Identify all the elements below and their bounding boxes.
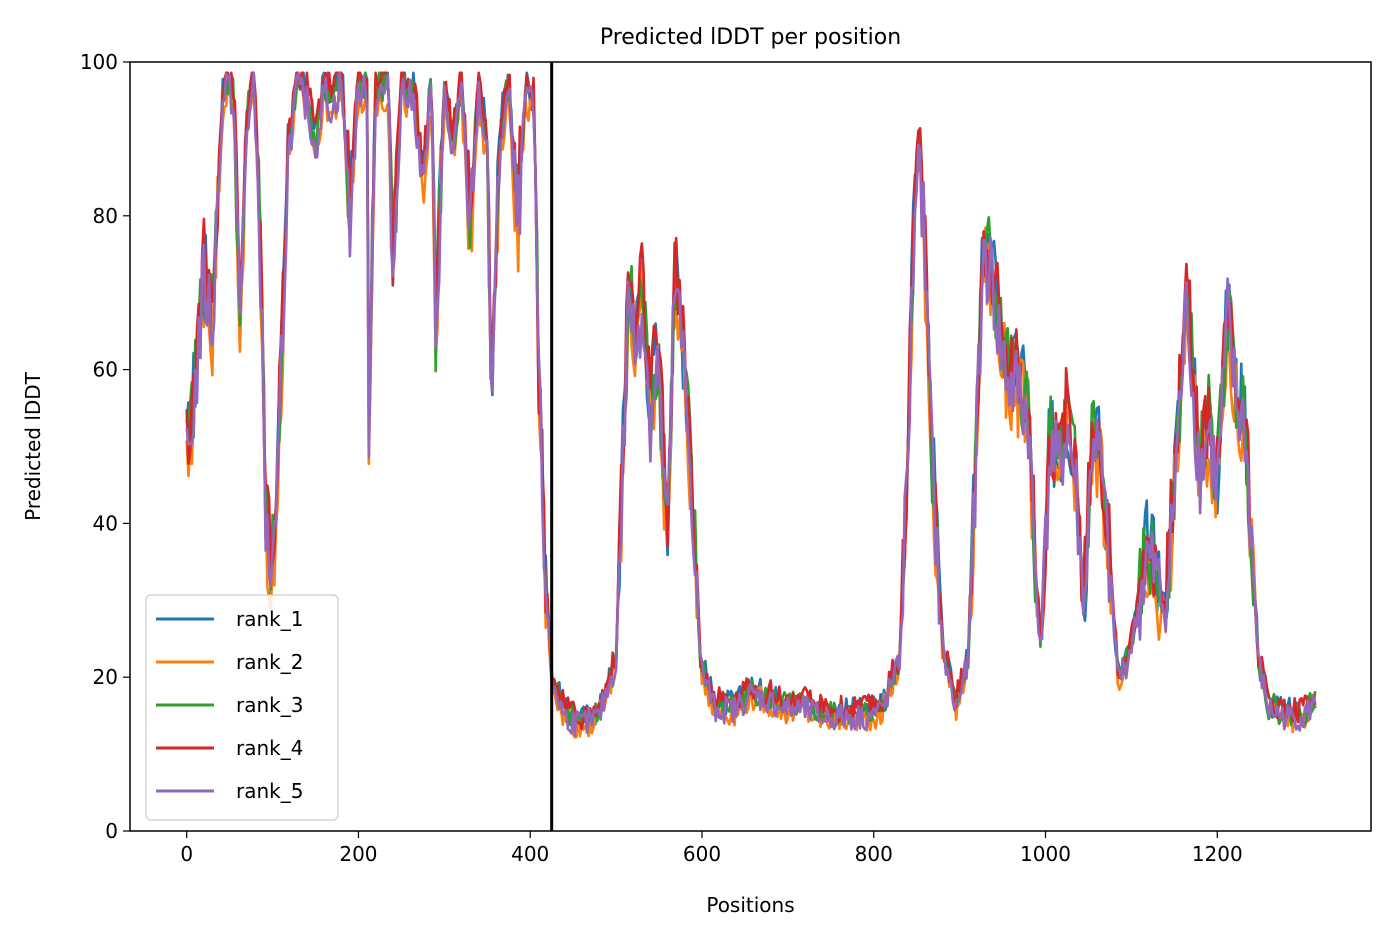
legend-label-rank_5: rank_5 bbox=[236, 779, 303, 803]
legend: rank_1 rank_2 rank_3 rank_4 rank_5 bbox=[145, 594, 339, 821]
legend-label-rank_4: rank_4 bbox=[236, 736, 303, 760]
plot-frame bbox=[129, 61, 1372, 832]
x-tick-label: 600 bbox=[683, 842, 721, 866]
x-tick-label: 0 bbox=[180, 842, 193, 866]
y-tick-label: 40 bbox=[93, 511, 118, 535]
y-tick-label: 80 bbox=[93, 204, 118, 228]
y-axis-ticks: 0 20 40 60 80 100 bbox=[80, 50, 130, 843]
legend-box bbox=[145, 594, 339, 821]
series-line-rank_2 bbox=[185, 71, 1317, 739]
legend-label-rank_2: rank_2 bbox=[236, 650, 303, 674]
chart-title: Predicted lDDT per position bbox=[600, 25, 901, 50]
y-tick-label: 0 bbox=[105, 819, 118, 843]
series-line-rank_3 bbox=[185, 71, 1317, 734]
y-tick-label: 100 bbox=[80, 50, 118, 74]
y-tick-label: 60 bbox=[93, 358, 118, 382]
y-axis-label: Predicted lDDT bbox=[21, 371, 45, 521]
x-axis-ticks: 0 200 400 600 800 1000 1200 bbox=[180, 831, 1243, 866]
x-tick-label: 800 bbox=[855, 842, 893, 866]
x-tick-label: 400 bbox=[511, 842, 549, 866]
series-layer bbox=[185, 71, 1317, 739]
series-line-rank_4 bbox=[185, 71, 1317, 731]
y-tick-label: 20 bbox=[93, 665, 118, 689]
legend-label-rank_1: rank_1 bbox=[236, 607, 303, 631]
series-line-rank_1 bbox=[185, 71, 1317, 729]
x-tick-label: 1200 bbox=[1192, 842, 1243, 866]
series-line-rank_5 bbox=[185, 71, 1317, 737]
legend-label-rank_3: rank_3 bbox=[236, 693, 303, 717]
x-axis-label: Positions bbox=[706, 893, 794, 917]
x-tick-label: 1000 bbox=[1020, 842, 1071, 866]
x-tick-label: 200 bbox=[339, 842, 377, 866]
